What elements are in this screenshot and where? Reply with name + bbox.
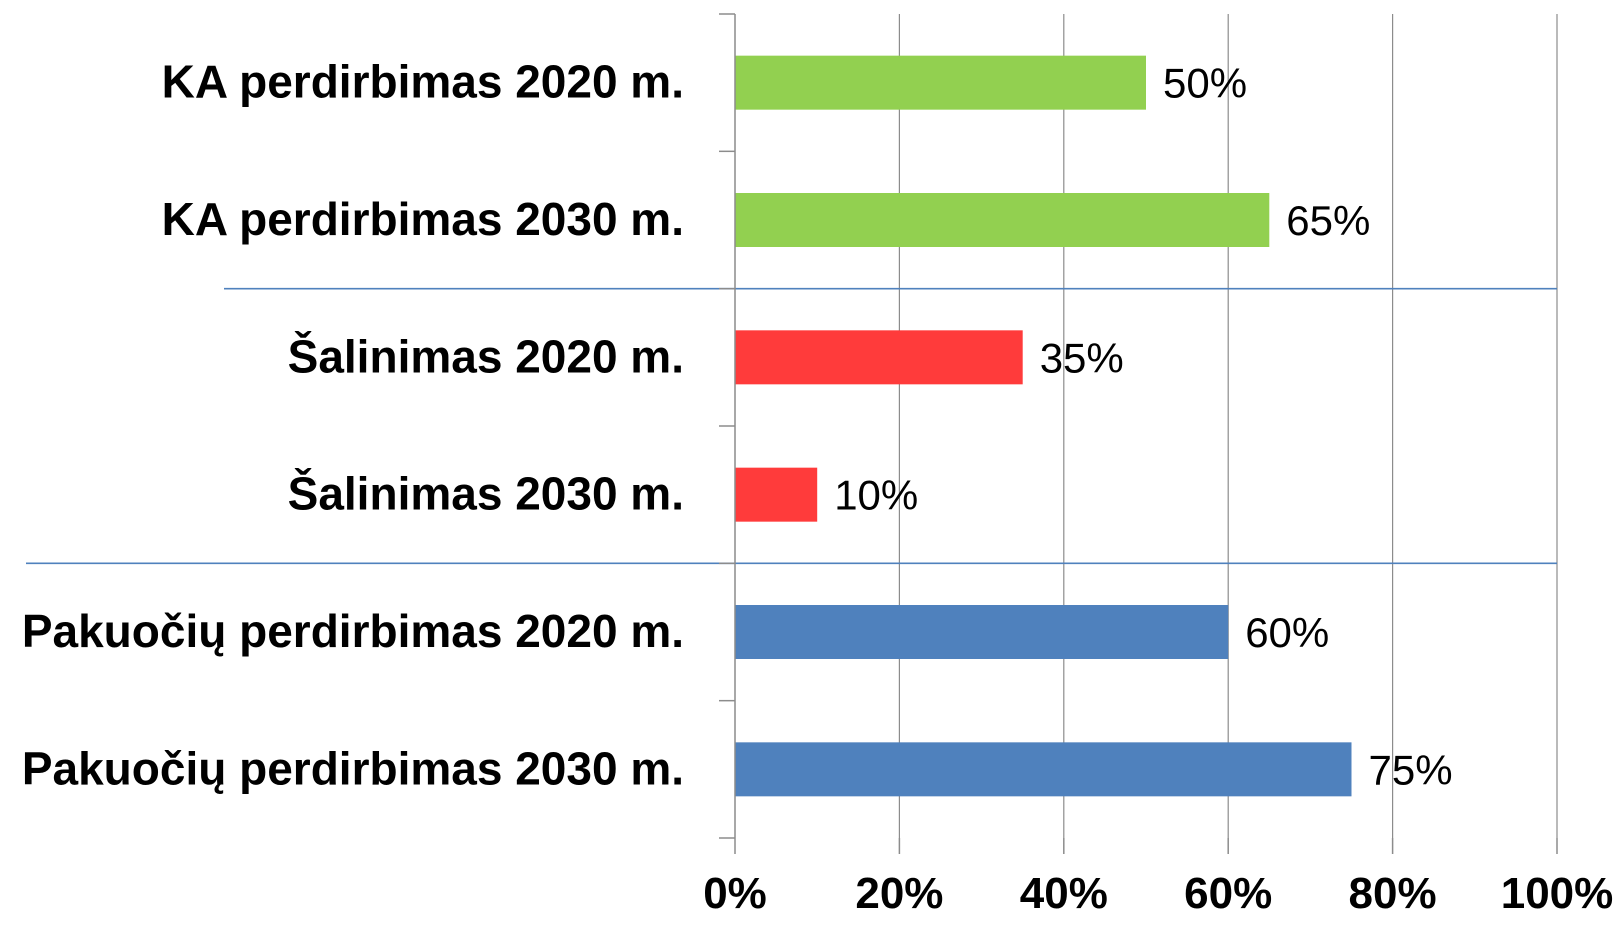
grid-layer xyxy=(898,14,1558,838)
x-tick-label: 40% xyxy=(1020,869,1108,918)
category-label: Pakuočių perdirbimas 2030 m. xyxy=(22,742,684,794)
data-label: 60% xyxy=(1245,609,1329,656)
data-label: 75% xyxy=(1369,746,1453,793)
category-label: Šalinimas 2020 m. xyxy=(288,330,684,382)
axis-layer xyxy=(719,13,1558,854)
data-label: 65% xyxy=(1286,197,1370,244)
bar xyxy=(735,330,1023,385)
data-label: 35% xyxy=(1040,334,1124,381)
x-tick-label: 100% xyxy=(1501,869,1614,918)
x-tick-label: 80% xyxy=(1349,869,1437,918)
bar xyxy=(735,55,1146,110)
x-tick-label: 60% xyxy=(1184,869,1272,918)
category-label: KA perdirbimas 2030 m. xyxy=(162,193,684,245)
label-layer: 50% KA perdirbimas 2020 m. 65% KA perdirbim… xyxy=(22,56,1613,918)
bar xyxy=(735,193,1270,247)
bar xyxy=(735,742,1352,797)
x-tick-label: 0% xyxy=(703,869,767,918)
data-label: 10% xyxy=(834,472,918,519)
category-label: Pakuočių perdirbimas 2020 m. xyxy=(22,605,684,657)
category-label: Šalinimas 2030 m. xyxy=(288,468,684,520)
bar-layer xyxy=(735,55,1352,797)
bar xyxy=(735,467,818,522)
bar xyxy=(735,605,1229,659)
x-tick-label: 20% xyxy=(855,869,943,918)
separator-layer xyxy=(26,287,1557,565)
data-label: 50% xyxy=(1163,60,1247,107)
category-label: KA perdirbimas 2020 m. xyxy=(162,56,684,108)
